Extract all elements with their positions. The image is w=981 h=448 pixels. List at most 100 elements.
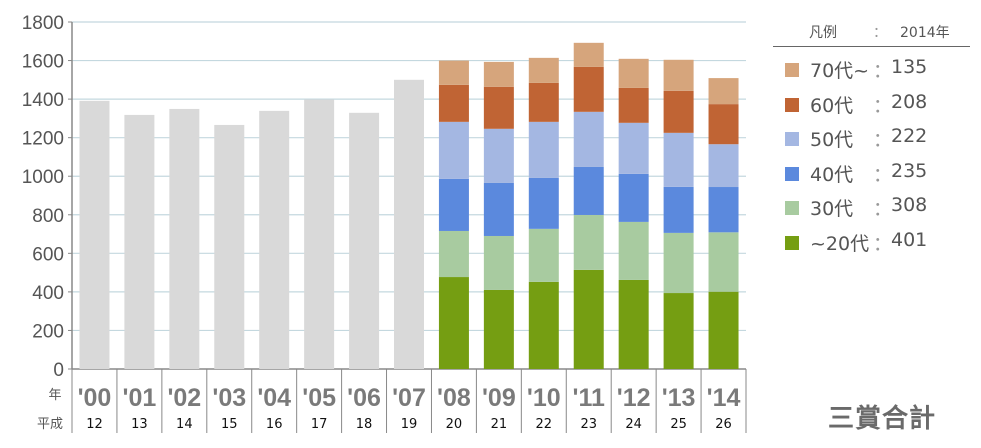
bar-segment xyxy=(438,121,469,179)
bar-total xyxy=(79,100,110,370)
legend-year: 2014年 xyxy=(900,25,950,41)
legend-label: ~20代 xyxy=(810,232,870,255)
x-tick-label-year: '07 xyxy=(392,384,426,412)
bar-segment xyxy=(663,59,694,91)
bar-segment xyxy=(708,232,739,292)
bar-segment xyxy=(483,86,514,129)
x-tick-label-heisei: 21 xyxy=(491,417,508,432)
legend-swatch xyxy=(785,166,799,181)
legend-item: 30代 ： 308 xyxy=(773,193,970,228)
bar-segment xyxy=(573,166,604,215)
legend-colon: ： xyxy=(873,60,893,82)
bar-segment xyxy=(438,277,469,369)
legend-label: 40代 xyxy=(810,163,854,186)
x-row-label-year: 年 xyxy=(48,388,61,403)
x-tick-label-year: '03 xyxy=(212,384,246,412)
bar-segment xyxy=(483,289,514,369)
x-tick-label-heisei: 14 xyxy=(176,417,193,432)
legend-value: 135 xyxy=(891,56,928,78)
x-tick-label-heisei: 12 xyxy=(86,417,103,432)
legend-label: 60代 xyxy=(810,94,854,117)
y-tick-label: 1600 xyxy=(22,52,64,73)
legend-label: 70代~ xyxy=(810,60,870,82)
bar-segment xyxy=(438,84,469,122)
bar-segment xyxy=(573,269,604,369)
bar-segment xyxy=(618,173,649,222)
legend-item: 50代 ： 222 xyxy=(773,124,970,159)
x-tick-label-heisei: 24 xyxy=(625,417,642,432)
legend-value: 222 xyxy=(891,125,928,147)
legend: 凡例 ： 2014年 70代~： 135 60代： 208 50代： 222 40代： 235… xyxy=(773,20,970,262)
bar-segment xyxy=(573,111,604,167)
bar-total xyxy=(259,110,290,370)
bar-segment xyxy=(528,281,559,369)
legend-label: 50代 xyxy=(810,129,854,151)
legend-value: 308 xyxy=(891,194,928,216)
bar-total xyxy=(214,124,245,370)
x-tick-label-heisei: 19 xyxy=(401,417,418,432)
bar-segment xyxy=(618,221,649,280)
y-tick-label: 1000 xyxy=(22,167,64,188)
x-tick-label-heisei: 25 xyxy=(670,417,687,432)
legend-swatch xyxy=(785,235,799,250)
bar-segment xyxy=(663,90,694,133)
x-tick-label-year: '09 xyxy=(482,384,516,412)
x-tick-label-heisei: 13 xyxy=(131,417,148,432)
legend-colon: ： xyxy=(873,25,887,41)
x-tick-label-year: '12 xyxy=(617,384,651,412)
x-tick-label-heisei: 22 xyxy=(536,417,553,432)
legend-swatch xyxy=(785,132,799,146)
x-tick-label-year: '02 xyxy=(167,384,201,412)
y-tick-label: 1400 xyxy=(22,90,64,111)
bar-segment xyxy=(438,230,469,278)
x-tick-label-year: '08 xyxy=(437,384,471,412)
x-tick-label-heisei: 17 xyxy=(311,417,328,432)
y-tick-label: 800 xyxy=(32,206,64,227)
bar-segment xyxy=(483,128,514,183)
legend-item: 60代 ： 208 xyxy=(773,90,970,125)
legend-header: 凡例 ： 2014年 xyxy=(773,20,970,47)
bar-segment xyxy=(618,279,649,369)
x-tick-label-year: '04 xyxy=(257,384,291,412)
bar-segment xyxy=(528,177,559,229)
legend-swatch xyxy=(785,201,799,215)
bar-segment xyxy=(483,235,514,290)
bar-segment xyxy=(618,122,649,174)
bar-segment xyxy=(618,58,649,88)
y-tick-label: 1800 xyxy=(22,13,64,34)
legend-value: 235 xyxy=(891,159,928,182)
bar-total xyxy=(304,99,335,369)
bar-segment xyxy=(708,78,739,105)
x-tick-label-heisei: 18 xyxy=(356,417,373,432)
bar-segment xyxy=(438,60,469,85)
bar-segment xyxy=(708,291,739,369)
bar-segment xyxy=(528,228,559,282)
x-tick-label-heisei: 16 xyxy=(266,417,283,432)
bar-total xyxy=(349,112,380,369)
x-tick-label-year: '14 xyxy=(707,384,741,412)
y-tick-label: 400 xyxy=(32,283,64,304)
bar-total xyxy=(169,108,200,369)
bar-segment xyxy=(528,57,559,83)
bar-segment xyxy=(708,144,739,188)
legend-value: 401 xyxy=(891,228,928,251)
legend-item: 40代 ： 235 xyxy=(773,159,970,194)
y-tick-label: 600 xyxy=(32,244,64,265)
bar-segment xyxy=(618,87,649,123)
x-tick-label-year: '13 xyxy=(662,384,696,412)
legend-swatch xyxy=(785,97,799,112)
x-tick-label-year: '06 xyxy=(347,384,381,412)
legend-label: 30代 xyxy=(810,198,854,220)
bar-segment xyxy=(663,293,694,369)
bar-segment xyxy=(663,186,694,233)
legend-colon: ： xyxy=(873,198,893,220)
x-tick-label-heisei: 26 xyxy=(715,417,732,432)
x-row-label-era: 平成 xyxy=(37,417,63,432)
x-tick-label-heisei: 20 xyxy=(446,417,463,432)
x-tick-label-year: '10 xyxy=(527,384,561,412)
y-tick-label: 200 xyxy=(32,321,64,342)
bar-segment xyxy=(708,187,739,233)
legend-value: 208 xyxy=(891,90,928,113)
